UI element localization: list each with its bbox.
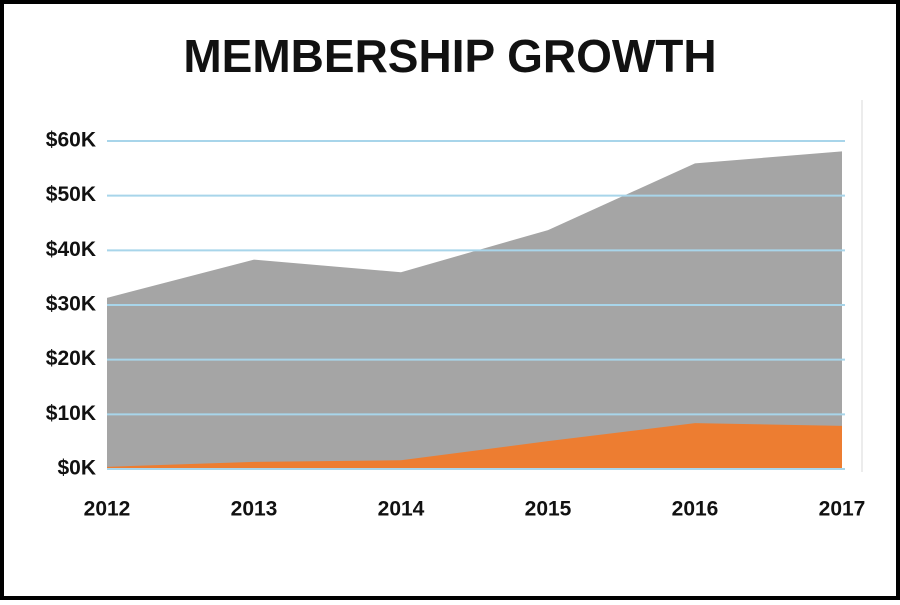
x-tick-label: 2016 [672, 498, 719, 521]
area [107, 423, 842, 469]
chart-title: MEMBERSHIP GROWTH [183, 30, 716, 82]
x-tick-label: 2014 [378, 498, 425, 521]
y-tick-label: $0K [57, 457, 96, 480]
x-tick-label: 2013 [231, 498, 278, 521]
area [107, 151, 842, 470]
y-tick-label: $30K [46, 293, 96, 316]
y-tick-label: $40K [46, 238, 96, 261]
x-tick-label: 2012 [84, 498, 131, 521]
y-tick-label: $10K [46, 402, 96, 425]
x-tick-label: 2017 [819, 498, 866, 521]
y-tick-label: $50K [46, 183, 96, 206]
y-tick-label: $20K [46, 347, 96, 370]
x-tick-label: 2015 [525, 498, 572, 521]
y-tick-label: $60K [46, 129, 96, 152]
